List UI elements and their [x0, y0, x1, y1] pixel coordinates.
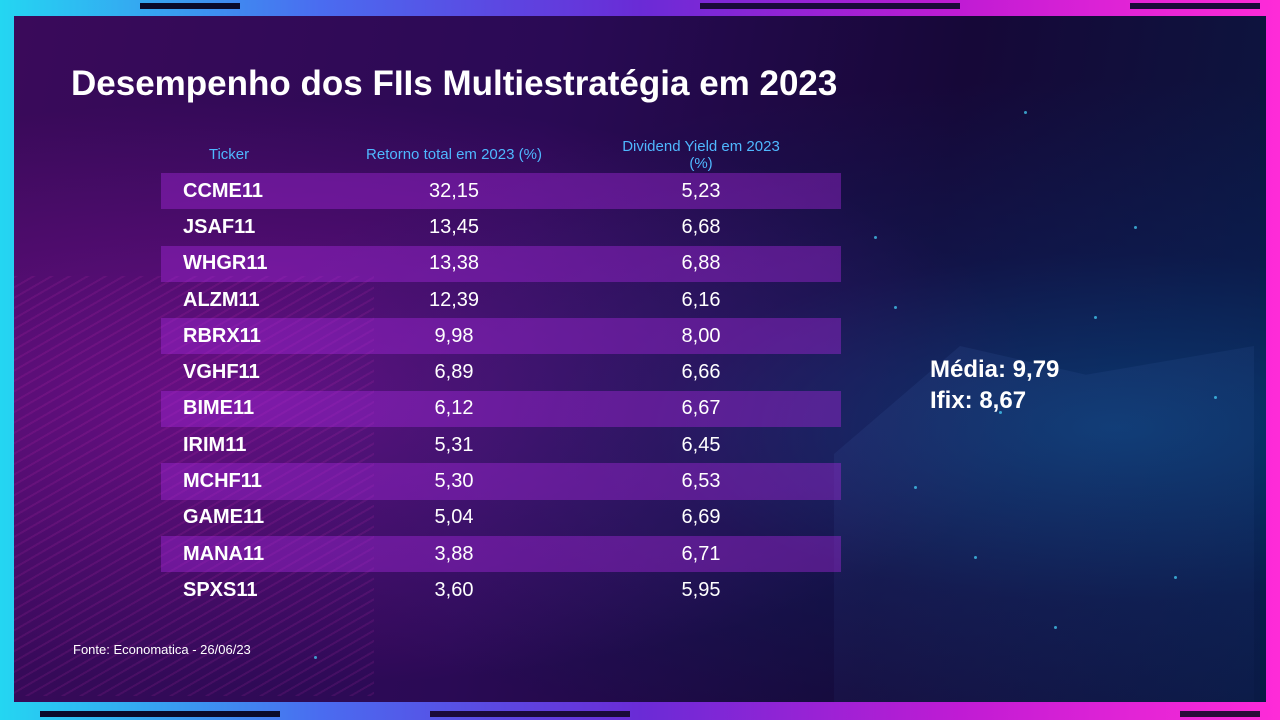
table-row: CCME11 32,15 5,23: [161, 173, 841, 210]
table-row: SPXS11 3,60 5,95: [161, 572, 841, 608]
table-row: JSAF11 13,45 6,68: [161, 209, 841, 245]
dividend-yield-cell: 5,23: [681, 179, 721, 202]
background-dot: [894, 306, 897, 309]
background-dot: [914, 486, 917, 489]
table-body: CCME11 32,15 5,23 JSAF11 13,45 6,68 WHGR11 13,3…: [161, 173, 841, 609]
page-title: Desempenho dos FIIs Multiestratégia em 2…: [71, 64, 838, 103]
dividend-yield-cell: 6,88: [681, 252, 721, 275]
ticker-cell: MCHF11: [183, 470, 262, 493]
table-row: MANA11 3,88 6,71: [161, 535, 841, 573]
dividend-yield-cell: 8,00: [681, 324, 721, 347]
background-dot: [1134, 226, 1137, 229]
dividend-yield-cell: 6,71: [681, 542, 721, 565]
header-retorno: Retorno total em 2023 (%): [366, 146, 542, 163]
background-dot: [1174, 576, 1177, 579]
retorno-cell: 6,12: [434, 397, 474, 420]
table-row: GAME11 5,04 6,69: [161, 500, 841, 536]
ticker-cell: SPXS11: [183, 578, 258, 601]
ticker-cell: RBRX11: [183, 324, 261, 347]
table-row: MCHF11 5,30 6,53: [161, 463, 841, 500]
retorno-cell: 5,31: [434, 433, 474, 456]
retorno-cell: 5,04: [434, 506, 474, 529]
dividend-yield-cell: 6,68: [681, 215, 721, 238]
fii-table: Ticker Retorno total em 2023 (%) Dividen…: [161, 136, 841, 609]
background-dot: [874, 236, 877, 239]
ticker-cell: WHGR11: [183, 252, 268, 275]
ticker-cell: GAME11: [183, 506, 265, 529]
background-building: [834, 346, 1254, 702]
ticker-cell: JSAF11: [183, 215, 256, 238]
background-dot: [314, 656, 317, 659]
ifix-value: Ifix: 8,67: [930, 387, 1027, 414]
dividend-yield-cell: 6,53: [681, 470, 721, 493]
retorno-cell: 3,60: [434, 578, 474, 601]
table-row: IRIM11 5,31 6,45: [161, 427, 841, 463]
ticker-cell: MANA11: [183, 542, 265, 565]
retorno-cell: 12,39: [428, 288, 480, 311]
average-value: Média: 9,79: [930, 356, 1060, 383]
content-panel: [14, 16, 1266, 702]
retorno-cell: 13,38: [428, 252, 480, 275]
table-row: VGHF11 6,89 6,66: [161, 354, 841, 390]
dividend-yield-cell: 6,66: [681, 361, 721, 384]
dividend-yield-cell: 6,45: [681, 433, 721, 456]
header-dividend-yield: Dividend Yield em 2023 (%): [622, 137, 780, 172]
source-note: Fonte: Economatica - 26/06/23: [73, 642, 251, 657]
dividend-yield-cell: 5,95: [681, 578, 721, 601]
background-dot: [999, 411, 1002, 414]
ticker-cell: ALZM11: [183, 288, 260, 311]
ticker-cell: VGHF11: [183, 361, 260, 384]
background-dot: [1214, 396, 1217, 399]
background-stripes: [14, 276, 374, 696]
summary-box: Média: 9,79 Ifix: 8,67: [930, 354, 1059, 416]
ticker-cell: CCME11: [183, 179, 264, 202]
ticker-cell: BIME11: [183, 397, 255, 420]
table-row: ALZM11 12,39 6,16: [161, 282, 841, 318]
table-row: RBRX11 9,98 8,00: [161, 318, 841, 355]
background-dot: [1094, 316, 1097, 319]
background-dot: [974, 556, 977, 559]
background-dot: [254, 336, 257, 339]
background-dot: [1054, 626, 1057, 629]
dividend-yield-cell: 6,16: [681, 288, 721, 311]
dividend-yield-cell: 6,69: [681, 506, 721, 529]
retorno-cell: 9,98: [434, 324, 474, 347]
retorno-cell: 5,30: [434, 470, 474, 493]
table-header: Ticker Retorno total em 2023 (%) Dividen…: [161, 136, 841, 173]
retorno-cell: 6,89: [434, 361, 474, 384]
retorno-cell: 32,15: [428, 179, 480, 202]
ticker-cell: IRIM11: [183, 433, 247, 456]
table-row: BIME11 6,12 6,67: [161, 390, 841, 428]
retorno-cell: 13,45: [428, 215, 480, 238]
header-ticker: Ticker: [208, 146, 250, 163]
table-row: WHGR11 13,38 6,88: [161, 245, 841, 282]
retorno-cell: 3,88: [434, 542, 474, 565]
background-dot: [1024, 111, 1027, 114]
dividend-yield-cell: 6,67: [681, 397, 721, 420]
